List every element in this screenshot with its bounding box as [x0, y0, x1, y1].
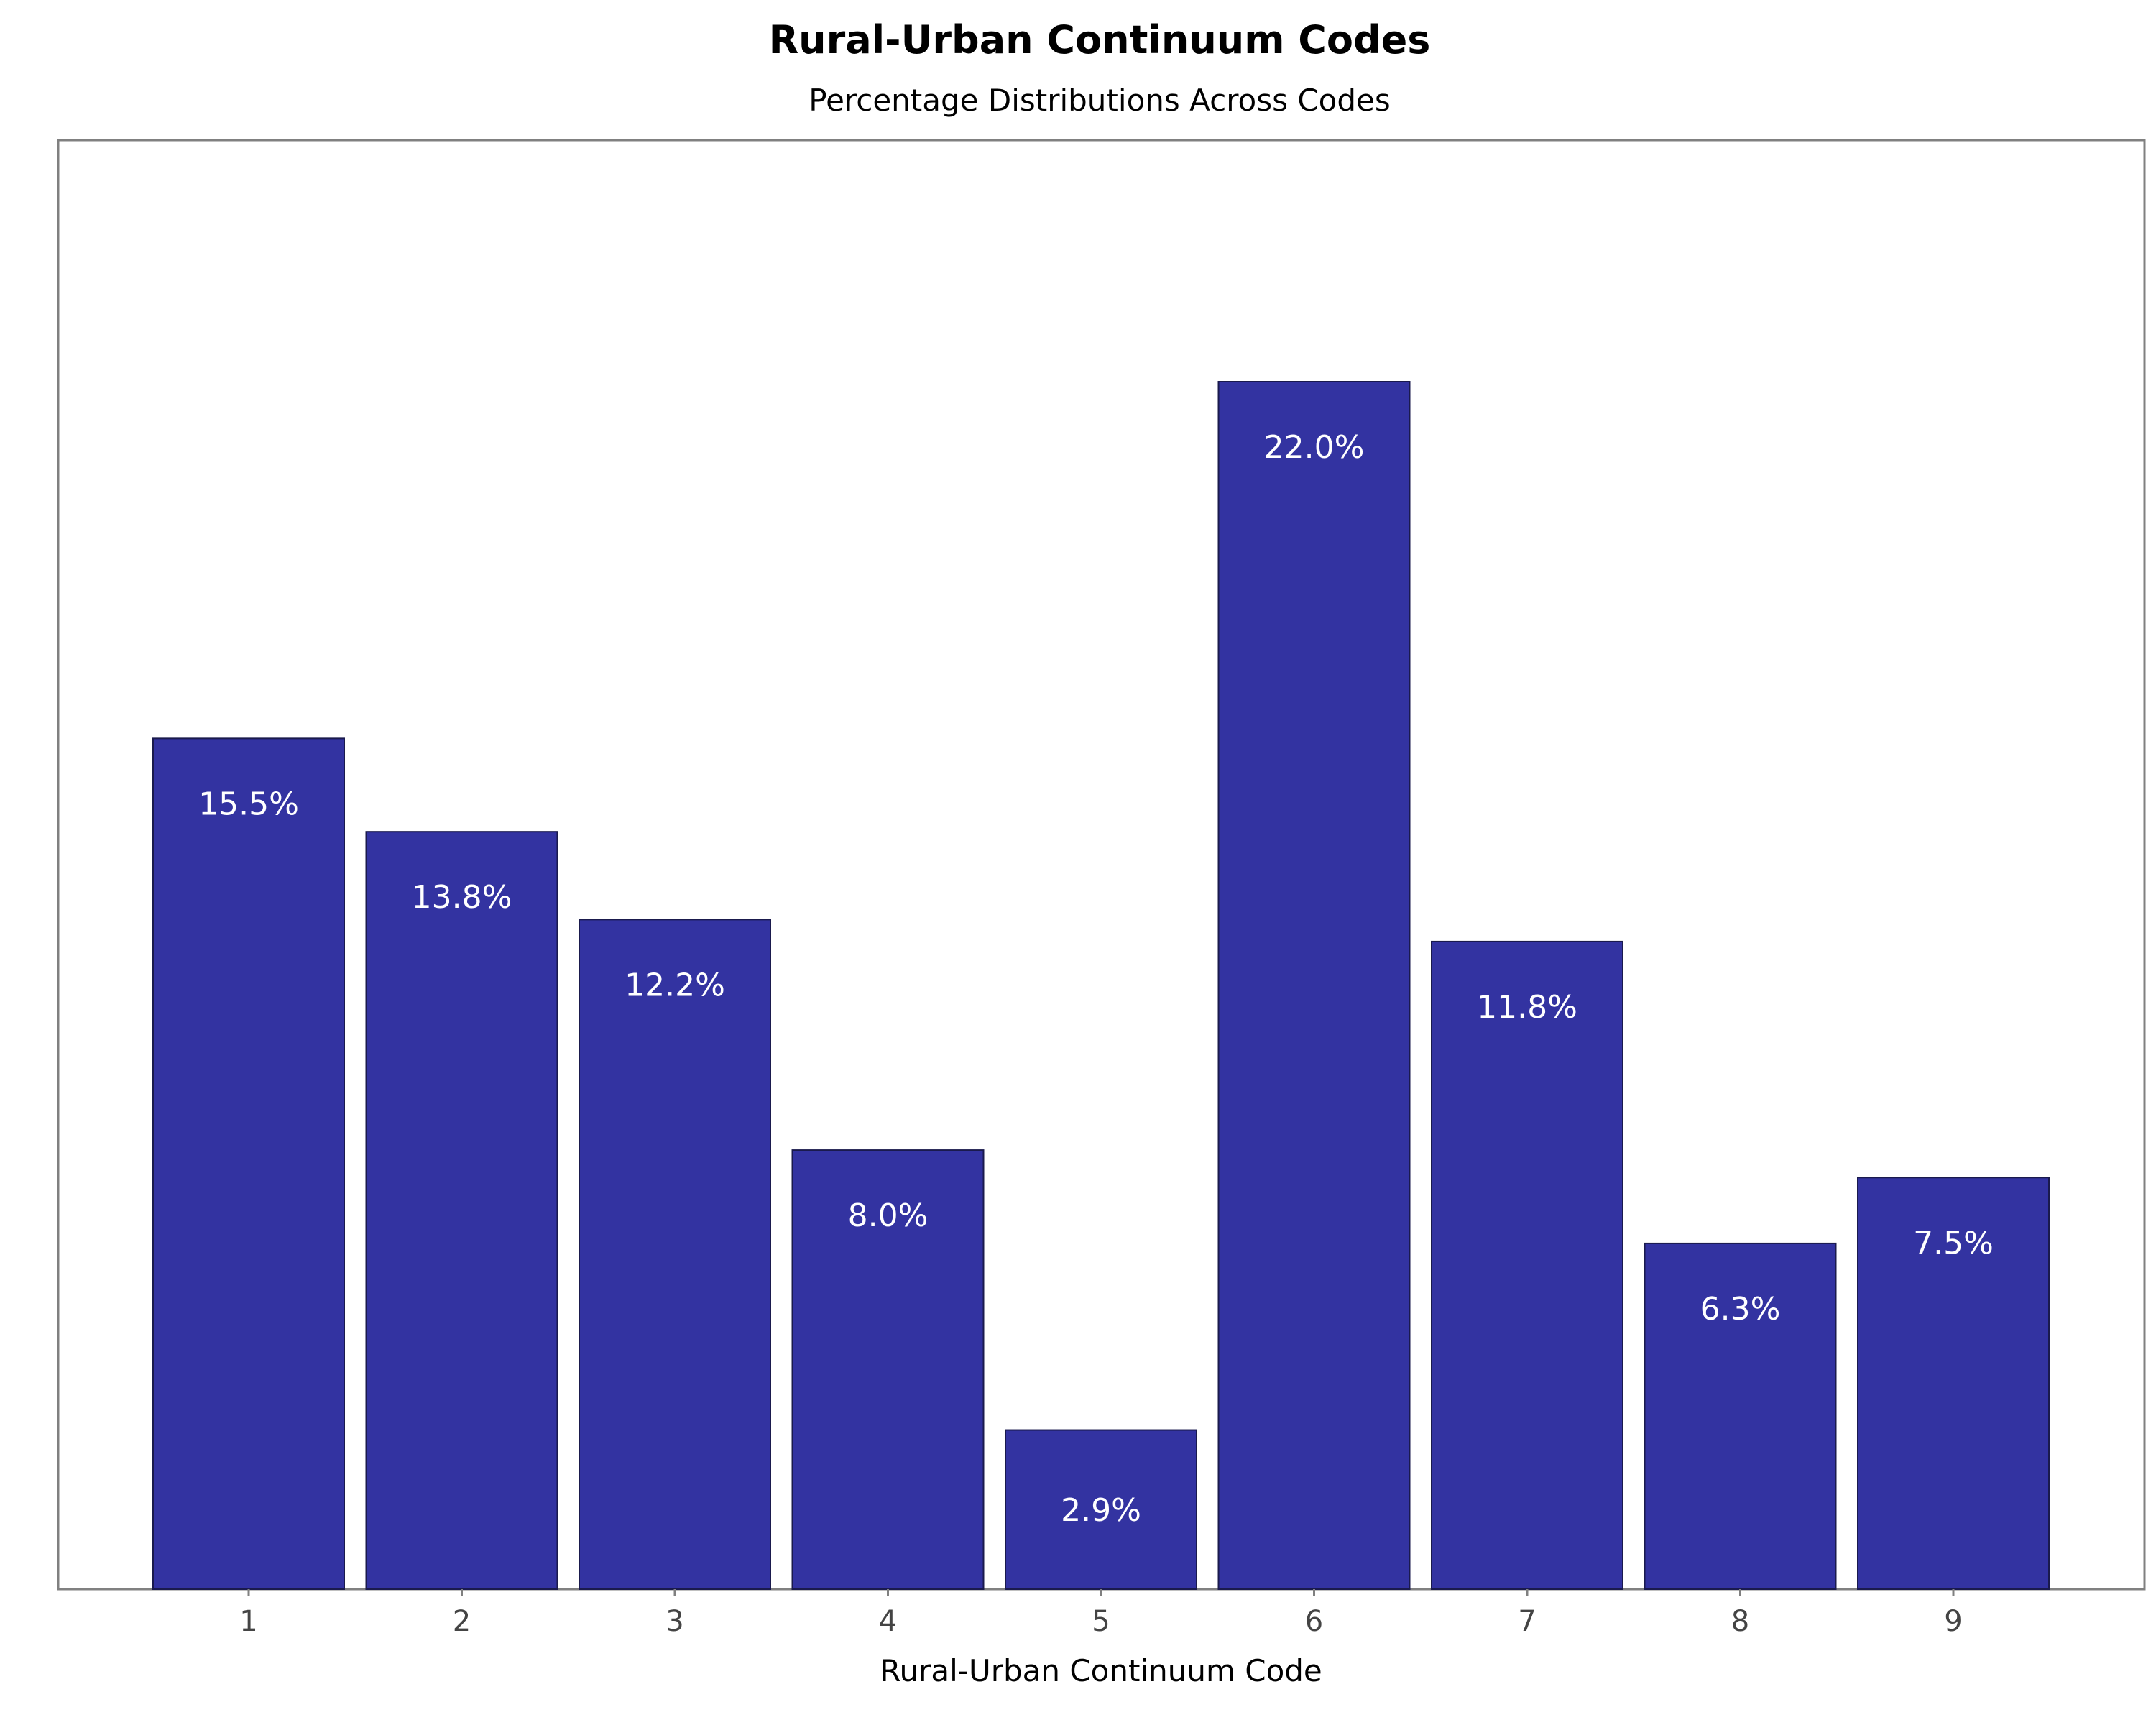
bar-code-4	[791, 1149, 985, 1591]
x-axis-ticks: 1 2 3 4 5 6 7 8 9	[239, 1589, 1963, 1638]
data-label: 7.5%	[1913, 1225, 1994, 1261]
bar-code-5	[1005, 1429, 1197, 1590]
bar-code-8	[1644, 1242, 1837, 1590]
data-label: 22.0%	[1264, 429, 1365, 466]
bar-code-7	[1431, 940, 1623, 1590]
x-tick-label: 3	[665, 1605, 683, 1638]
chart-subtitle: Percentage Distributions Across Codes	[808, 83, 1391, 118]
bar-code-1	[152, 737, 345, 1590]
data-label: 6.3%	[1700, 1291, 1781, 1328]
bar-code-2	[365, 831, 558, 1590]
x-tick-label: 9	[1944, 1605, 1962, 1638]
x-tick-label: 8	[1731, 1605, 1749, 1638]
x-tick-label: 6	[1305, 1605, 1323, 1638]
x-tick-label: 7	[1518, 1605, 1536, 1638]
data-label: 2.9%	[1061, 1492, 1141, 1529]
x-tick-label: 5	[1092, 1605, 1110, 1638]
x-tick-label: 2	[453, 1605, 471, 1638]
data-label: 13.8%	[412, 879, 512, 916]
x-axis-label: Rural-Urban Continuum Code	[880, 1653, 1322, 1688]
data-label: 15.5%	[198, 786, 299, 822]
bar-code-6	[1217, 381, 1411, 1590]
bar-code-3	[579, 919, 771, 1590]
data-label: 8.0%	[848, 1197, 929, 1234]
data-label: 12.2%	[625, 967, 725, 1003]
x-tick-label: 1	[239, 1605, 257, 1638]
data-label: 11.8%	[1477, 989, 1577, 1026]
x-tick-label: 4	[879, 1605, 897, 1638]
bars-layer	[152, 381, 2050, 1591]
data-labels: 15.5% 13.8% 12.2% 8.0% 2.9% 22.0% 11.8% 6.3% 7.5…	[198, 429, 1994, 1529]
chart-title: Rural-Urban Continuum Codes	[769, 17, 1431, 63]
bar-code-9	[1857, 1177, 2050, 1590]
